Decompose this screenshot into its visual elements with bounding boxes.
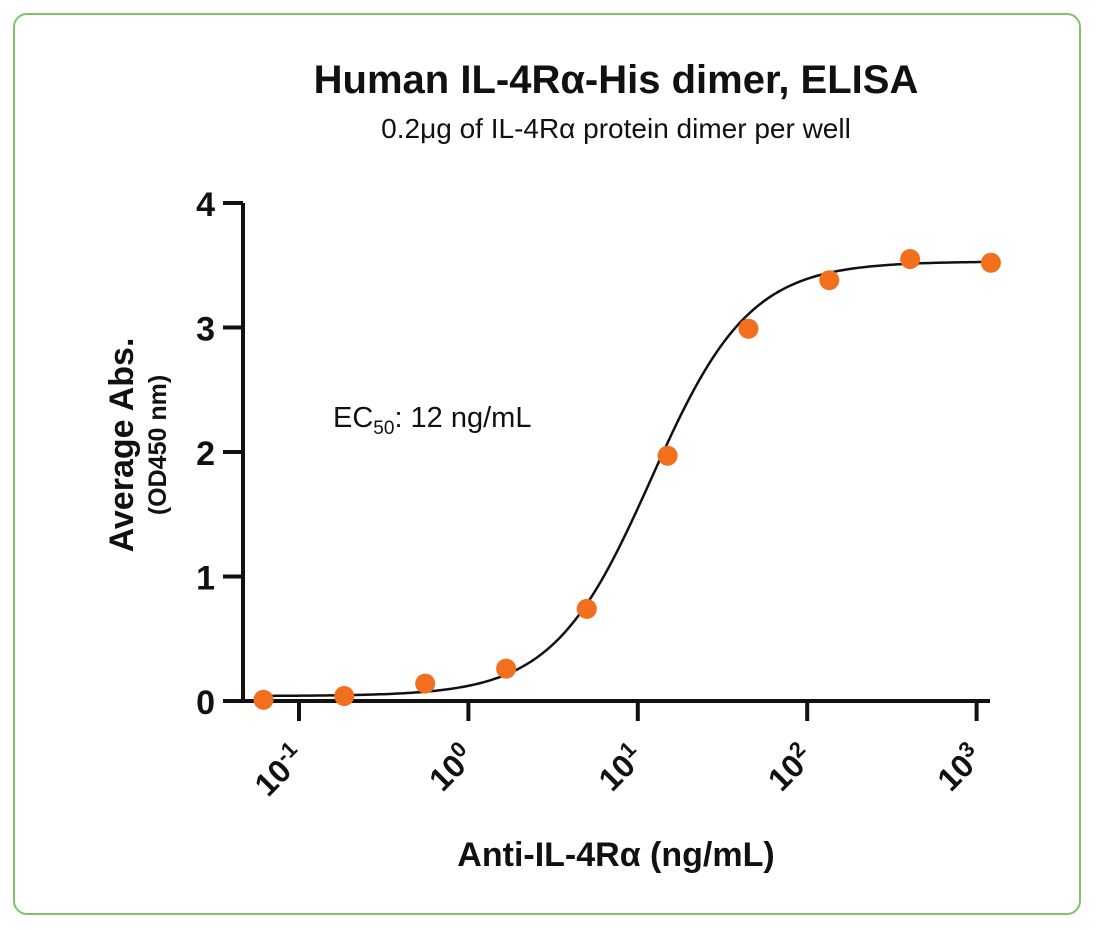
data-point <box>657 445 678 466</box>
ec50-subscript: 50 <box>373 417 395 439</box>
ec50-annotation: EC50: 12 ng/mL <box>333 402 531 440</box>
data-point <box>576 598 597 619</box>
x-tick-label: 100 <box>420 736 481 797</box>
ec50-value: : 12 ng/mL <box>394 402 532 434</box>
data-point <box>415 673 436 694</box>
data-point <box>253 689 274 710</box>
y-tick-label: 3 <box>196 311 215 349</box>
x-tick-label: 101 <box>589 736 650 797</box>
data-point <box>980 252 1001 273</box>
data-point <box>334 686 355 707</box>
x-tick-label: 102 <box>759 736 820 797</box>
chart-frame <box>13 13 1081 915</box>
y-tick-label: 0 <box>196 684 215 722</box>
y-tick-label: 1 <box>196 560 215 598</box>
x-tick-label: 10-1 <box>245 736 312 803</box>
x-axis-label: Anti-IL-4Rα (ng/mL) <box>457 836 775 874</box>
data-point <box>819 270 840 291</box>
data-point <box>496 658 517 679</box>
chart-title: Human IL-4Rα-His dimer, ELISA <box>313 58 919 102</box>
data-point <box>900 249 921 270</box>
y-tick-label: 4 <box>196 186 215 224</box>
fitted-curve <box>261 260 991 698</box>
ec50-prefix: EC <box>333 402 374 434</box>
chart-subtitle: 0.2μg of IL-4Rα protein dimer per well <box>381 113 851 144</box>
y-tick-label: 2 <box>196 435 215 473</box>
data-point <box>738 318 759 339</box>
x-tick-label: 103 <box>928 736 989 797</box>
